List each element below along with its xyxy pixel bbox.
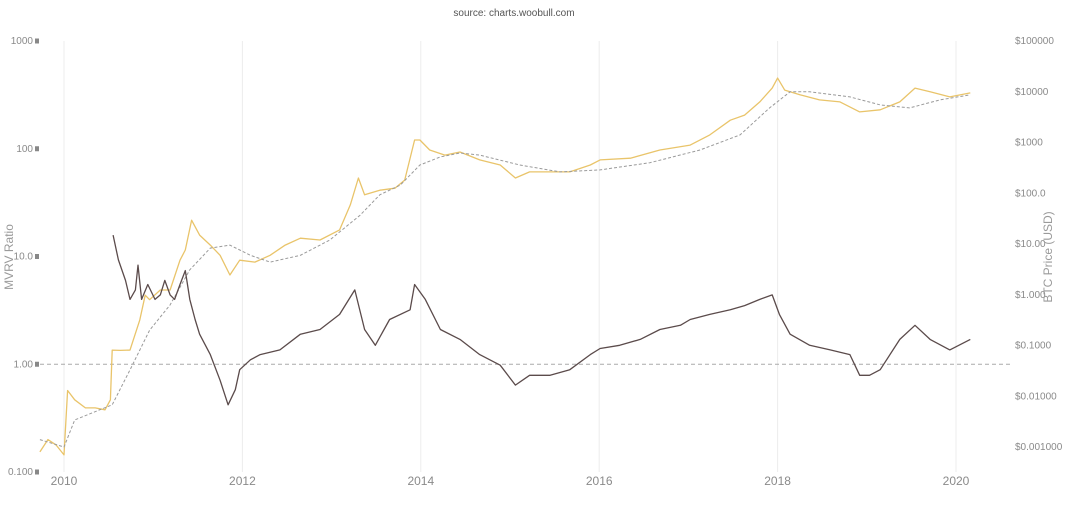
btc-price-line: [39, 77, 971, 456]
series-lines: [39, 77, 971, 456]
left-tick-label: 0.100: [8, 467, 33, 478]
mvrv-ratio-line: [112, 234, 971, 406]
left-axis-label: MVRV Ratio: [2, 224, 16, 290]
x-tick-label: 2016: [586, 474, 613, 488]
right-tick-label: $1.000: [1015, 290, 1046, 301]
right-tick-label: $100000: [1015, 36, 1054, 47]
x-tick-label: 2018: [764, 474, 791, 488]
right-tick-label: $1000: [1015, 138, 1043, 149]
right-tick-label: $10000: [1015, 87, 1049, 98]
right-tick-label: $100.0: [1015, 188, 1046, 199]
x-tick-label: 2010: [51, 474, 78, 488]
right-tick-label: $0.001000: [1015, 442, 1063, 453]
left-tick-label: 1000: [11, 36, 34, 47]
left-tick-mark: [35, 38, 39, 44]
left-tick-mark: [35, 146, 39, 152]
right-tick-label: $0.1000: [1015, 341, 1052, 352]
axes: 2010 2012 2014 2016 2018 2020 1000 100 10.0 1.00 0…: [8, 36, 1063, 488]
left-tick-mark: [35, 469, 39, 475]
chart-title: source: charts.woobull.com: [453, 8, 574, 19]
realized-price-line: [39, 91, 971, 448]
left-tick-label: 100: [16, 144, 33, 155]
gridlines: [40, 41, 1012, 472]
left-tick-mark: [35, 361, 39, 367]
x-tick-label: 2020: [943, 474, 970, 488]
left-tick-label: 10.0: [14, 252, 34, 263]
right-tick-label: $0.01000: [1015, 391, 1057, 402]
right-tick-label: $10.00: [1015, 239, 1046, 250]
left-tick-label: 1.00: [14, 359, 34, 370]
right-axis-label: BTC Price (USD): [1041, 211, 1055, 302]
left-tick-mark: [35, 254, 39, 259]
x-tick-label: 2012: [229, 474, 256, 488]
x-tick-label: 2014: [407, 474, 434, 488]
